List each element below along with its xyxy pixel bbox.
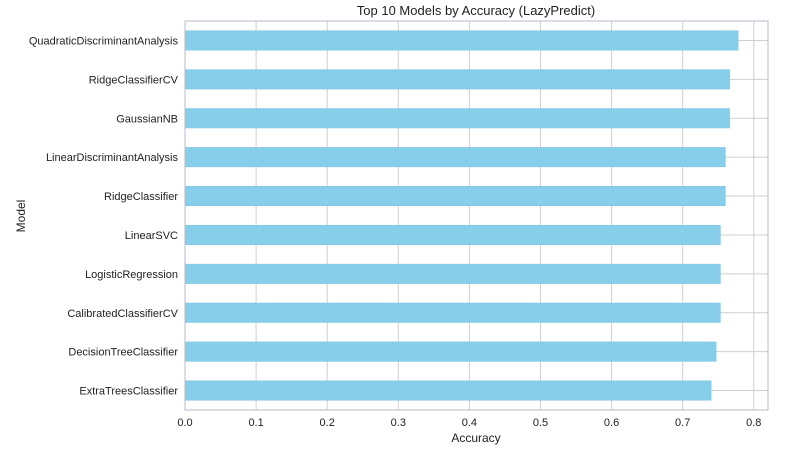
x-tick-label: 0.7 xyxy=(675,417,690,429)
bar xyxy=(184,108,730,129)
y-tick-label: CalibratedClassifierCV xyxy=(67,308,178,320)
x-tick-label: 0.2 xyxy=(320,417,335,429)
y-tick-label: RidgeClassifier xyxy=(104,191,178,203)
y-ticks: QuadraticDiscriminantAnalysis RidgeClassi… xyxy=(29,35,179,397)
bar xyxy=(184,341,717,362)
y-tick-label: LogisticRegression xyxy=(85,269,178,281)
bar xyxy=(184,147,726,168)
x-tick-label: 0.5 xyxy=(533,417,548,429)
y-tick-label: QuadraticDiscriminantAnalysis xyxy=(29,35,179,47)
plot-frame xyxy=(184,20,769,411)
y-axis-label: Model xyxy=(14,200,28,233)
y-tick-label: LinearDiscriminantAnalysis xyxy=(46,152,179,164)
x-axis-label: Accuracy xyxy=(451,431,500,445)
bars xyxy=(184,30,739,401)
bar xyxy=(184,186,726,207)
x-ticks: 0.0 0.1 0.2 0.3 0.4 0.5 0.6 0.7 0.8 xyxy=(177,417,761,429)
x-tick-label: 0.4 xyxy=(462,417,477,429)
bar xyxy=(184,380,712,401)
bar xyxy=(184,30,739,51)
y-tick-label: GaussianNB xyxy=(116,113,178,125)
x-tick-label: 0.0 xyxy=(177,417,192,429)
chart-title: Top 10 Models by Accuracy (LazyPredict) xyxy=(357,3,595,18)
x-tick-label: 0.8 xyxy=(746,417,761,429)
x-tick-label: 0.3 xyxy=(391,417,406,429)
y-tick-label: RidgeClassifierCV xyxy=(89,74,179,86)
x-tick-label: 0.1 xyxy=(248,417,263,429)
bar xyxy=(184,263,721,284)
y-tick-label: LinearSVC xyxy=(125,230,178,242)
x-tick-label: 0.6 xyxy=(604,417,619,429)
y-tick-label: ExtraTreesClassifier xyxy=(79,386,178,398)
bar xyxy=(184,302,721,323)
bar xyxy=(184,69,730,90)
y-tick-label: DecisionTreeClassifier xyxy=(68,347,178,359)
bar xyxy=(184,224,721,245)
